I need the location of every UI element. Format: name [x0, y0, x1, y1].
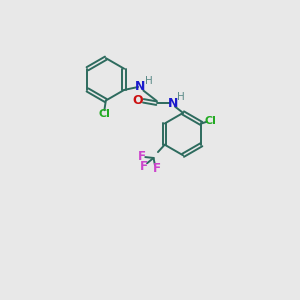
Text: F: F [152, 162, 160, 175]
Text: O: O [132, 94, 143, 107]
Text: N: N [168, 97, 178, 110]
Text: F: F [140, 160, 148, 173]
Text: H: H [177, 92, 185, 102]
Text: F: F [138, 150, 146, 163]
Text: Cl: Cl [98, 109, 110, 119]
Text: H: H [145, 76, 152, 86]
Text: Cl: Cl [205, 116, 217, 126]
Text: N: N [135, 80, 146, 94]
